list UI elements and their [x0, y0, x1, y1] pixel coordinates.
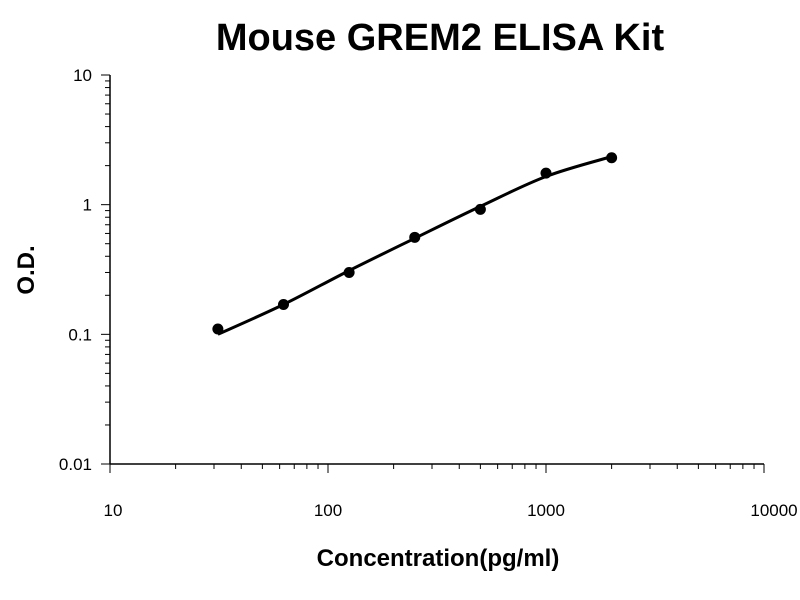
axis-ticks	[101, 74, 765, 473]
fit-curve-line	[217, 155, 613, 336]
data-point	[343, 266, 355, 278]
y-tick-label: 1	[83, 196, 92, 215]
y-tick-label: 0.1	[68, 325, 92, 344]
x-tick-label: 10	[104, 501, 123, 520]
x-axis-label: Concentration(pg/ml)	[317, 545, 560, 572]
x-tick-label: 10000	[750, 501, 797, 520]
data-point	[409, 231, 421, 243]
data-point	[540, 167, 552, 179]
y-tick-label: 10	[73, 66, 92, 85]
x-tick-label: 100	[314, 501, 342, 520]
data-point	[278, 298, 290, 310]
data-point	[474, 203, 486, 215]
x-tick-label: 1000	[527, 501, 565, 520]
data-points	[212, 152, 618, 335]
chart-title: Mouse GREM2 ELISA Kit	[216, 17, 665, 59]
y-axis-label: O.D.	[13, 245, 40, 294]
axis-tick-labels: 10 1 0.1 0.01 10 100 1000 10000	[59, 66, 798, 520]
axes	[109, 75, 764, 465]
data-point	[212, 323, 224, 335]
y-tick-label: 0.01	[59, 455, 92, 474]
data-point	[606, 152, 618, 164]
